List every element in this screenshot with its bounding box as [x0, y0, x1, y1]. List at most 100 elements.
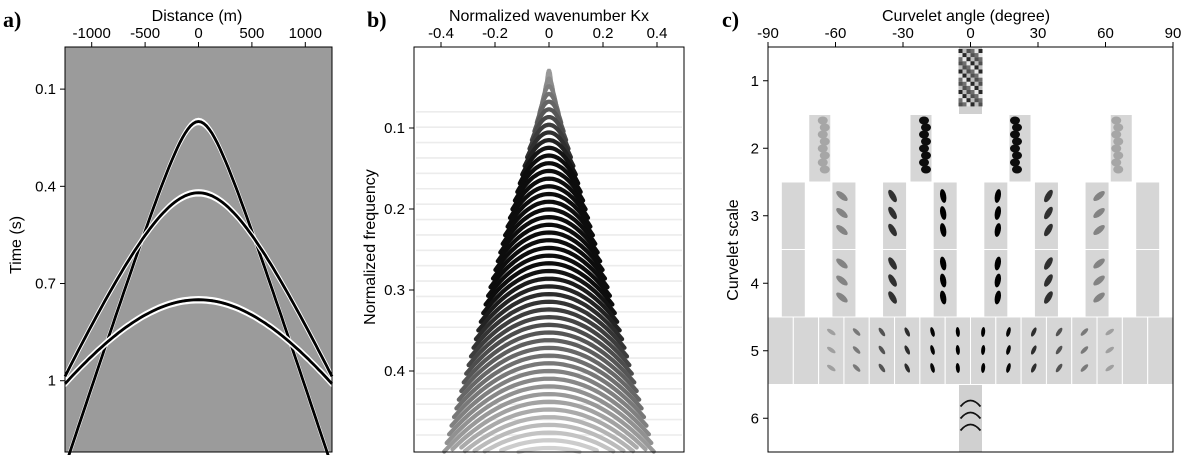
panel-c: Curvelet angle (degree) Curvelet scale -… — [725, 8, 1182, 453]
scale-1-pixel — [978, 57, 983, 62]
panel-a-xlabel: Distance (m) — [152, 8, 243, 25]
fringe-arc — [539, 84, 559, 108]
fringe-arc — [472, 422, 626, 453]
scale-1-pixel — [974, 94, 979, 99]
panel-c-y-tick-label: 3 — [751, 208, 759, 225]
panel-c-x-tick-label: 90 — [1165, 25, 1182, 42]
scale-1-pixel — [962, 65, 967, 70]
scale-1-pixel — [958, 102, 963, 107]
fringe-arc — [444, 384, 654, 446]
scale-1-pixel — [978, 102, 983, 107]
fringe-arc — [464, 322, 634, 376]
fringe-arc — [456, 345, 642, 402]
scale-1-pixel — [974, 81, 979, 86]
scale-2-blob — [1012, 137, 1022, 146]
scale-1-pixel — [962, 81, 967, 86]
panel-b-y-tick-label: 0.1 — [384, 120, 405, 137]
scale-6-arc — [959, 423, 982, 432]
scale-1-pixel — [958, 61, 963, 66]
panel-c-ylabel: Curvelet scale — [725, 199, 742, 300]
fringe-arc — [485, 253, 613, 298]
panel-b-x-tick-label: 0.2 — [593, 25, 614, 42]
scale-1-pixel — [970, 49, 975, 54]
panel-b-y-tick-label: 0.4 — [384, 363, 405, 380]
fringe-arc — [493, 230, 605, 273]
scale-3-blob — [784, 209, 798, 217]
panel-b-x-tick-label: 0.4 — [647, 25, 668, 42]
scale-4-blob — [994, 256, 1002, 271]
fringe-arc — [527, 122, 571, 151]
fringe-arc — [516, 445, 582, 455]
scale-4-blob — [784, 259, 798, 268]
scale-1-pixel — [978, 73, 983, 78]
scale-5-blob — [1030, 345, 1037, 355]
fringe-arc — [488, 245, 610, 290]
scale-1-pixel — [958, 49, 963, 54]
scale-2-blob — [1113, 137, 1124, 146]
scale-5-tile — [818, 316, 845, 385]
scale-1-pixel — [970, 73, 975, 78]
panel-b-fringes — [442, 68, 656, 455]
fringe-arc — [481, 268, 617, 316]
fringe-arc — [522, 137, 576, 169]
scale-5-blob — [904, 363, 911, 373]
panel-a-x-tick-label: -500 — [130, 25, 160, 42]
fringe-arc — [442, 391, 656, 454]
scale-2-blob — [1010, 158, 1020, 167]
scale-6-tile — [958, 384, 983, 453]
scale-2-blob — [919, 158, 929, 167]
panel-a-x-ticks: -1000 -500 0 500 1000 — [73, 25, 322, 47]
scale-5-blob — [878, 363, 886, 373]
event-3-curve — [63, 298, 334, 385]
scale-2-blob — [817, 116, 828, 125]
scale-2-blob — [1111, 116, 1122, 125]
panel-a-label: a) — [3, 7, 21, 32]
fringe-arc — [510, 176, 588, 212]
scale-3-blob — [1143, 226, 1157, 234]
scale-3-blob — [836, 190, 848, 202]
scale-5-blob — [878, 345, 886, 355]
scale-1-pixel — [978, 53, 983, 58]
scale-6-arc — [959, 399, 982, 408]
scale-1-pixel — [966, 65, 971, 70]
panel-b-y-tick-label: 0.3 — [384, 282, 405, 299]
event-1-curve — [67, 120, 330, 455]
fringe-arc — [478, 276, 620, 324]
scale-4-blob — [939, 290, 947, 305]
scale-2-blob — [817, 158, 828, 167]
scale-3-blob — [784, 226, 798, 234]
scale-1-pixel — [966, 61, 971, 66]
scale-5-blob — [981, 345, 986, 355]
fringe-arc — [529, 114, 569, 143]
panel-b-x-tick-label: 0 — [545, 25, 553, 42]
scale-5-blob — [852, 364, 861, 372]
fringe-arc — [450, 399, 648, 452]
scale-1-pixel — [958, 98, 963, 103]
scale-5-blob — [852, 328, 861, 336]
scale-1-pixel — [958, 85, 963, 90]
scale-2-blob — [919, 130, 929, 139]
scale-1-pixel — [978, 81, 983, 86]
scale-5-blob — [1006, 327, 1011, 337]
scale-1-pixel — [970, 85, 975, 90]
scale-4-blob — [939, 273, 947, 288]
scale-5-tile — [767, 316, 794, 385]
fringe-arc — [451, 361, 647, 420]
fringe-arc — [517, 153, 581, 186]
scale-5-tile — [1121, 316, 1149, 385]
scale-5-blob — [930, 327, 935, 337]
scale-1-pixel — [970, 65, 975, 70]
scale-2-blob — [1012, 165, 1022, 174]
scale-5-blob — [1055, 327, 1063, 337]
scale-5-blob — [1080, 346, 1089, 354]
panel-b-frame — [413, 46, 685, 453]
scale-1-pixel — [978, 65, 983, 70]
fringe-arc — [490, 238, 608, 281]
panel-a-ylabel: Time (s) — [8, 216, 25, 274]
scale-4-blob — [1093, 275, 1105, 286]
scale-1-pixel — [974, 77, 979, 82]
scale-1-pixel — [966, 98, 971, 103]
scale-1-pixel — [974, 49, 979, 54]
panel-a-y-ticks: 0.1 0.4 0.7 1 — [35, 81, 65, 390]
